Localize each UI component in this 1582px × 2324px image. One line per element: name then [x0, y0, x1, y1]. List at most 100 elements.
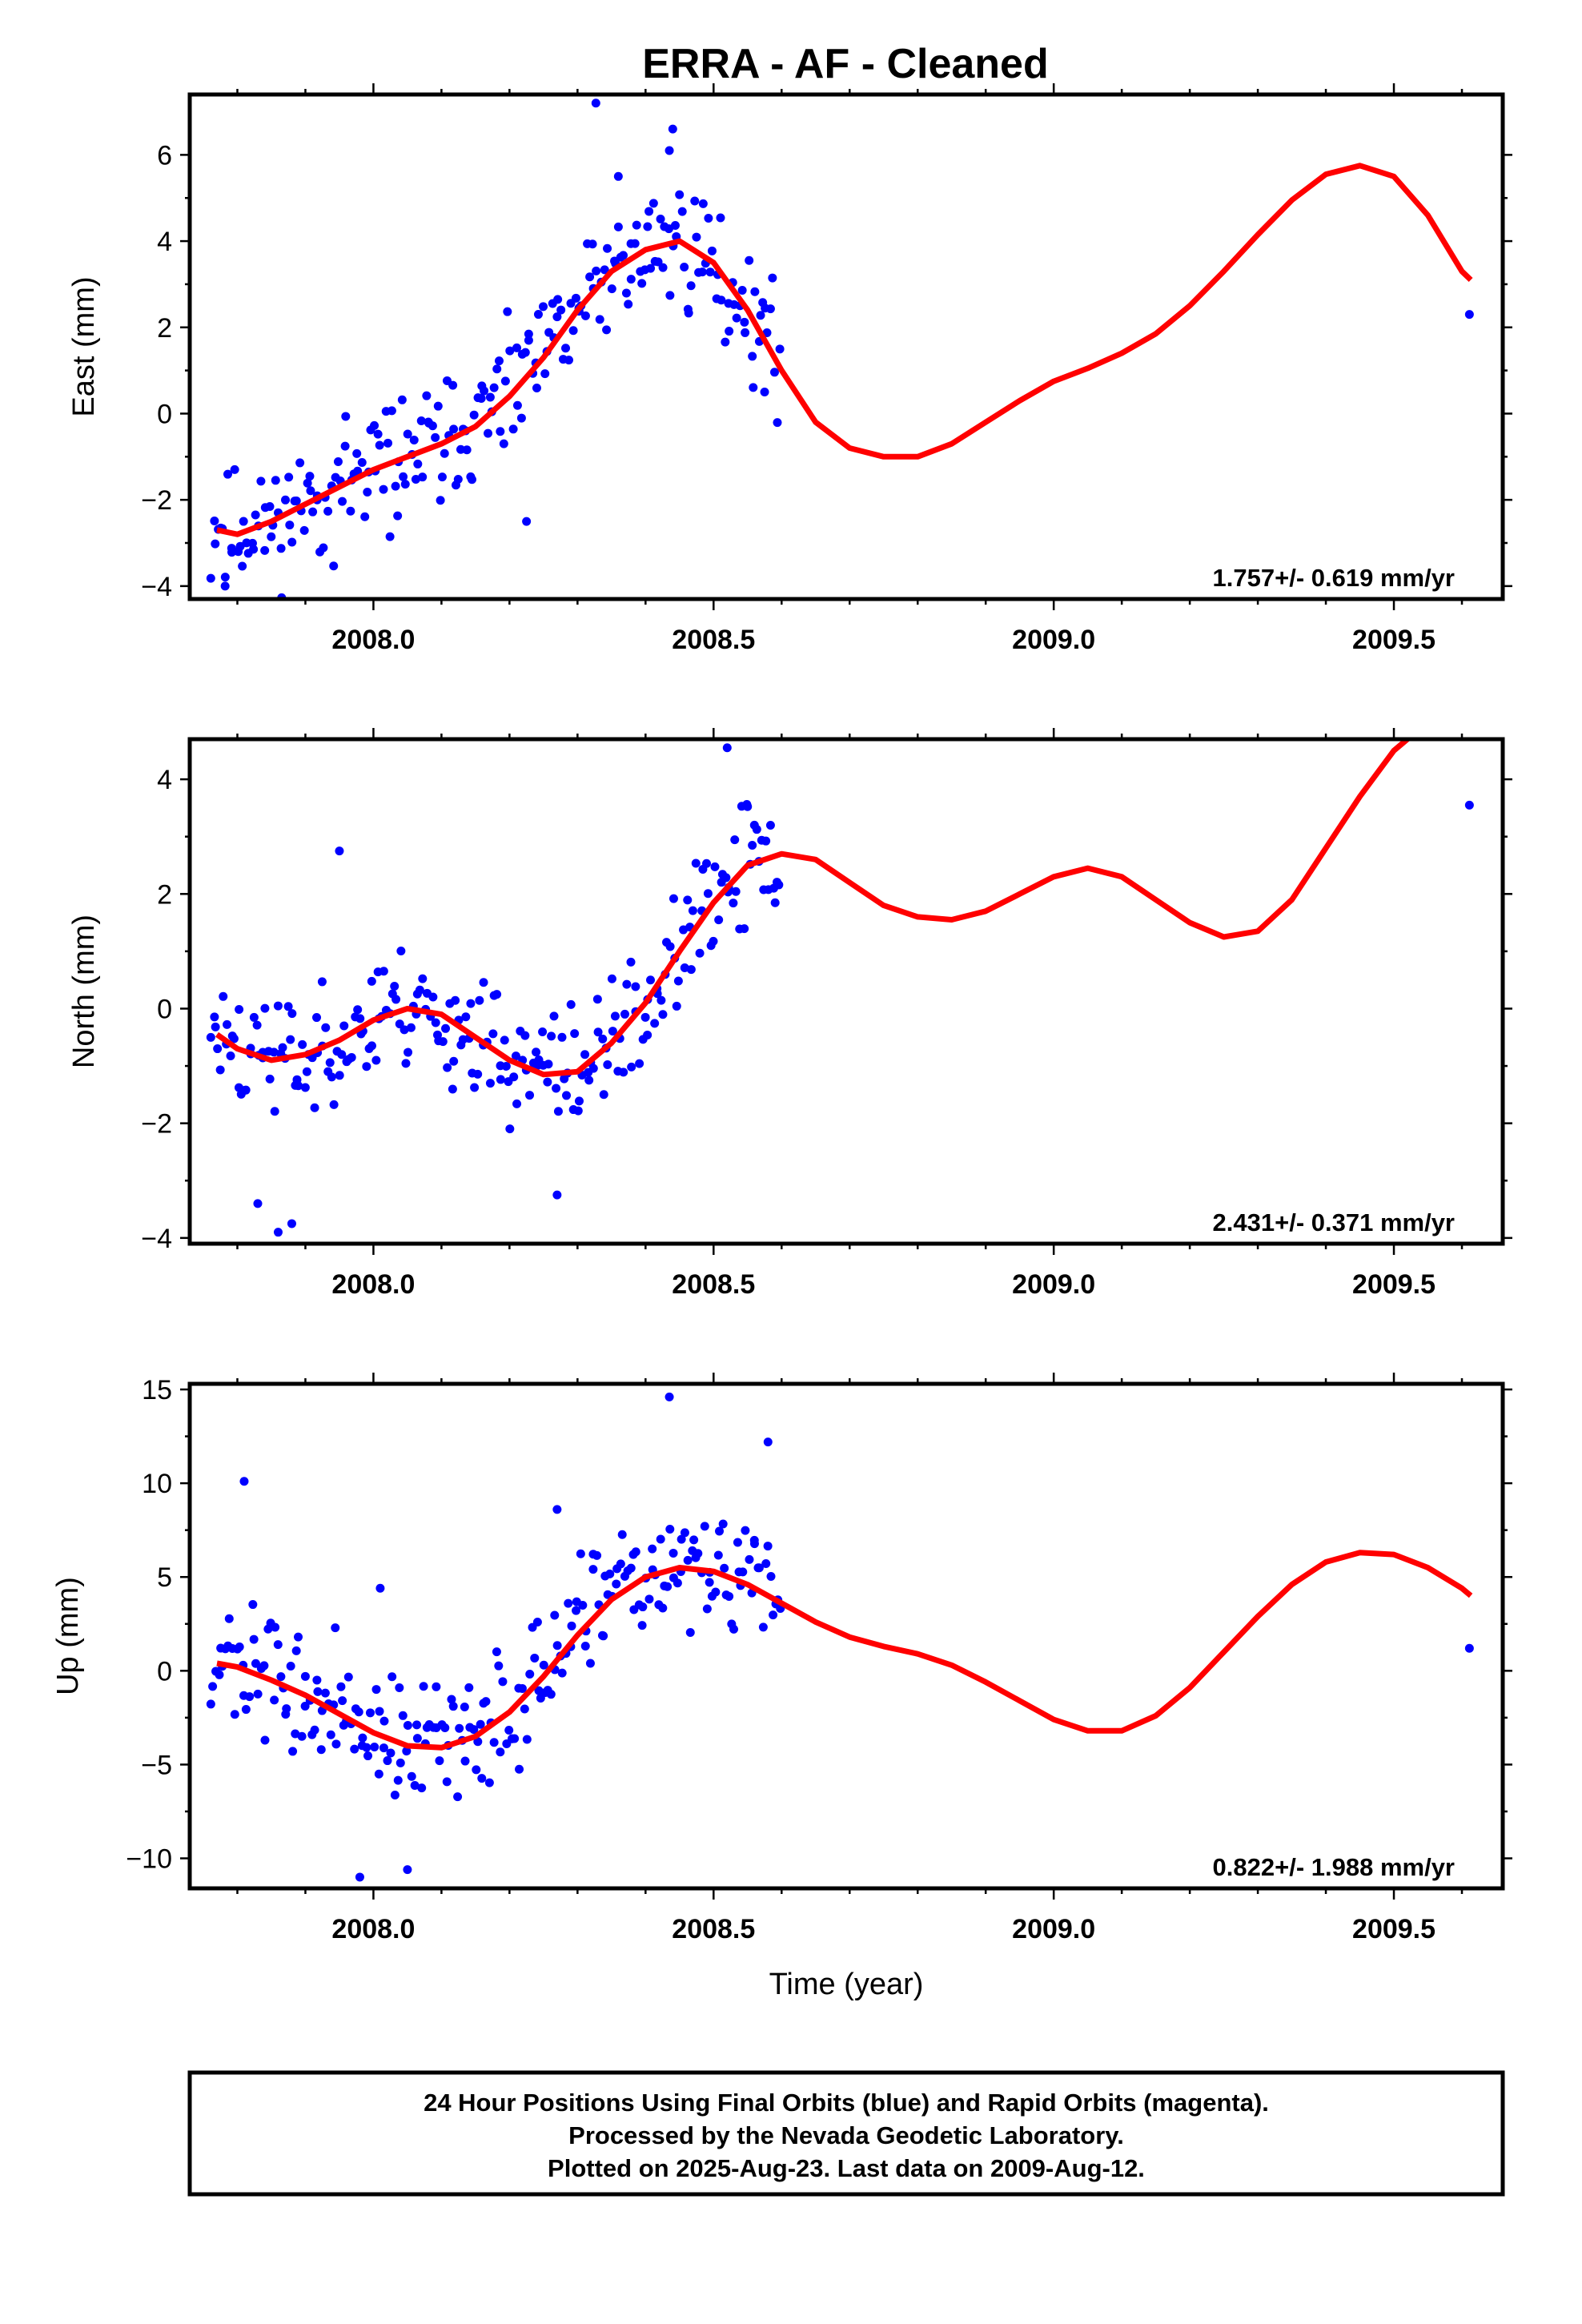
- data-point: [749, 1539, 759, 1549]
- data-point: [284, 472, 294, 482]
- y-tick-label: −2: [141, 1109, 172, 1140]
- data-point: [354, 1707, 363, 1717]
- data-point: [223, 1019, 232, 1029]
- data-point: [603, 243, 612, 253]
- data-point: [509, 1072, 519, 1082]
- data-point: [691, 858, 701, 868]
- data-point: [411, 475, 420, 485]
- data-point: [485, 392, 495, 402]
- y-tick-label: 0: [157, 1656, 172, 1687]
- data-point: [494, 1661, 504, 1671]
- data-point: [624, 300, 633, 309]
- data-point: [352, 448, 362, 458]
- data-point: [395, 1683, 404, 1692]
- data-point: [362, 1743, 371, 1752]
- data-point: [524, 336, 533, 345]
- data-point: [428, 992, 438, 1002]
- data-point: [435, 1756, 444, 1766]
- data-point: [494, 356, 504, 366]
- data-point: [291, 1729, 300, 1739]
- data-point: [765, 820, 775, 830]
- data-point: [549, 1011, 559, 1021]
- data-point: [319, 543, 328, 553]
- data-point: [387, 406, 396, 416]
- data-point: [592, 1550, 602, 1560]
- data-point: [460, 1756, 470, 1766]
- data-point: [562, 1091, 572, 1100]
- data-point: [675, 190, 685, 199]
- data-point: [571, 293, 580, 303]
- data-point: [436, 496, 445, 505]
- data-point: [684, 308, 693, 318]
- data-point: [338, 497, 347, 506]
- data-point: [230, 464, 239, 474]
- data-point: [496, 1747, 505, 1757]
- data-point: [592, 995, 602, 1004]
- data-point: [340, 441, 350, 451]
- data-point: [663, 1582, 673, 1591]
- data-point: [656, 1534, 665, 1544]
- data-point: [700, 1522, 709, 1531]
- data-point: [313, 1687, 323, 1696]
- data-point: [612, 1579, 621, 1589]
- data-point: [574, 1096, 584, 1106]
- data-point: [338, 1696, 347, 1706]
- data-point: [758, 1622, 768, 1632]
- data-point: [451, 995, 460, 1005]
- data-point: [499, 439, 508, 448]
- data-point: [286, 1035, 295, 1044]
- data-point: [363, 1751, 373, 1761]
- data-point: [442, 1777, 452, 1787]
- data-point: [371, 1685, 381, 1695]
- data-point: [419, 1682, 428, 1691]
- data-point: [418, 472, 428, 482]
- data-point: [627, 1062, 636, 1072]
- y-tick-label: 0: [157, 399, 172, 429]
- data-point: [680, 1528, 689, 1538]
- data-point: [383, 1756, 392, 1766]
- data-point: [648, 1544, 657, 1554]
- data-point: [288, 1747, 298, 1756]
- data-point: [305, 472, 315, 481]
- data-point: [1464, 1643, 1474, 1653]
- data-point: [567, 1621, 576, 1630]
- data-point: [295, 458, 305, 468]
- x-tick-label: 2008.0: [331, 1914, 415, 1944]
- east-data-points: [206, 99, 1474, 599]
- data-point: [211, 539, 220, 549]
- data-point: [428, 421, 437, 431]
- data-point: [437, 472, 447, 482]
- data-point: [566, 999, 576, 1009]
- data-point: [367, 1041, 376, 1051]
- data-point: [363, 488, 372, 497]
- data-point: [692, 232, 701, 242]
- data-point: [716, 213, 725, 223]
- data-point: [299, 525, 309, 535]
- data-point: [294, 1081, 303, 1091]
- data-point: [484, 1778, 494, 1787]
- data-point: [517, 1683, 527, 1693]
- data-point: [740, 924, 749, 934]
- chart-title: ERRA - AF - Cleaned: [642, 41, 1049, 87]
- data-point: [485, 1079, 495, 1088]
- data-point: [645, 975, 655, 985]
- data-point: [743, 802, 753, 811]
- data-point: [398, 1711, 408, 1720]
- data-point: [211, 1022, 220, 1031]
- data-point: [353, 466, 363, 476]
- data-point: [239, 517, 248, 526]
- data-point: [461, 1012, 471, 1022]
- data-point: [669, 894, 678, 903]
- data-point: [379, 1716, 389, 1726]
- data-point: [505, 346, 515, 356]
- data-point: [249, 545, 259, 554]
- data-point: [686, 281, 696, 291]
- footer-line-1: 24 Hour Positions Using Final Orbits (bl…: [424, 2089, 1269, 2117]
- data-point: [525, 1670, 535, 1679]
- data-point: [732, 313, 741, 323]
- data-point: [375, 1707, 384, 1716]
- data-point: [396, 1758, 405, 1767]
- data-point: [570, 1029, 580, 1039]
- data-point: [469, 410, 479, 420]
- data-point: [432, 1682, 441, 1691]
